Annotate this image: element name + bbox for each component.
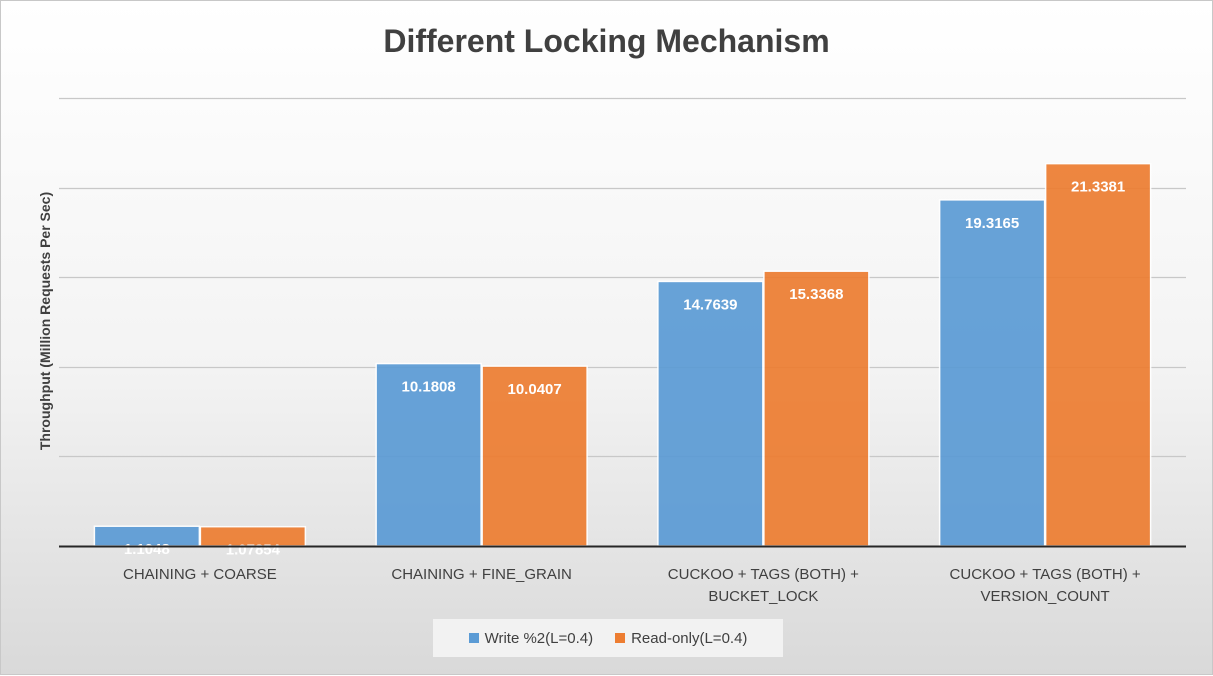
category-label: CUCKOO + TAGS (BOTH) +: [950, 566, 1141, 583]
bar: [763, 270, 870, 547]
bar: [375, 362, 482, 547]
category-label: CHAINING + COARSE: [123, 566, 277, 583]
data-label: 14.7639: [683, 296, 737, 313]
data-label: 21.3381: [1071, 179, 1125, 196]
legend-item-read-only: Read-only(L=0.4): [615, 630, 747, 647]
chart-title: Different Locking Mechanism: [383, 23, 830, 59]
data-label: 10.1808: [402, 379, 456, 396]
category-label: BUCKET_LOCK: [708, 588, 818, 605]
category-label: CUCKOO + TAGS (BOTH) +: [668, 566, 859, 583]
bar: [1044, 162, 1152, 547]
bar: [481, 365, 588, 547]
legend-swatch-write: [468, 633, 479, 643]
legend-label-write: Write %2(L=0.4): [484, 629, 594, 647]
data-label: 1.07854: [226, 542, 281, 559]
data-label: 1.1048: [124, 541, 170, 558]
legend-label-read-only: Read-only(L=0.4): [631, 629, 748, 647]
category-label: CHAINING + FINE_GRAIN: [391, 566, 571, 583]
data-label: 19.3165: [965, 215, 1019, 232]
bar: [657, 280, 764, 547]
legend-swatch-read-only: [615, 633, 626, 643]
bar: [938, 199, 1046, 547]
data-label: 15.3368: [789, 286, 843, 303]
category-label: VERSION_COUNT: [981, 588, 1110, 605]
legend-item-write: Write %2(L=0.4): [468, 629, 594, 647]
data-label: 10.0407: [508, 381, 562, 398]
legend: Write %2(L=0.4) Read-only(L=0.4): [433, 619, 783, 657]
